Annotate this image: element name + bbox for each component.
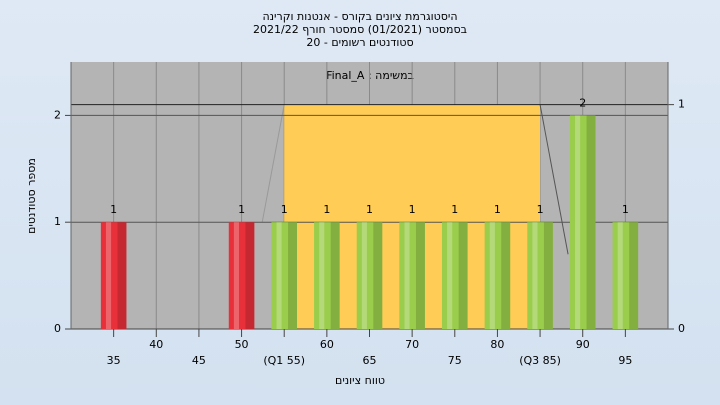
bar-shade [415, 222, 425, 329]
y2-tick-label: 1 [678, 98, 685, 111]
y-tick-label: 1 [54, 215, 61, 228]
value-label: 1 [323, 203, 330, 216]
bar-highlight [105, 222, 112, 329]
bar [100, 222, 127, 329]
bar-highlight [532, 222, 538, 329]
bar-shade [458, 222, 468, 329]
bar [569, 115, 596, 330]
x-tick-label: (Q1 55) [263, 354, 305, 367]
x-tick-label: 60 [320, 338, 334, 351]
x-tick-label: 90 [576, 338, 590, 351]
bar [314, 222, 340, 329]
bar [527, 222, 553, 329]
value-label: 1 [281, 203, 288, 216]
value-label: 1 [366, 203, 373, 216]
x-tick-label: 50 [235, 338, 249, 351]
chart-title: היסטוגרמת ציונים בקורס - אנטנות וקרינה [262, 10, 457, 23]
bar-highlight [447, 222, 453, 329]
bar-shade [373, 222, 383, 329]
bar [228, 222, 255, 329]
value-label: 1 [537, 203, 544, 216]
x-tick-label: (Q3 85) [519, 354, 561, 367]
x-tick-label: 95 [618, 354, 632, 367]
bar-highlight [276, 222, 282, 329]
bar [356, 222, 383, 329]
x-tick-label: 80 [490, 338, 504, 351]
bar-highlight [617, 222, 623, 329]
bar-shade [288, 222, 298, 329]
bar-highlight [361, 222, 367, 329]
bar-shade [501, 222, 511, 329]
bar [484, 222, 511, 329]
bar-shade [330, 222, 340, 329]
bar-highlight [575, 115, 581, 330]
y2-tick-label: 0 [678, 322, 685, 335]
bar-highlight [404, 222, 410, 329]
value-label: 1 [494, 203, 501, 216]
value-label: 1 [238, 203, 245, 216]
bar-shade [245, 222, 255, 329]
y-axis-label: מספר סטודנטים [25, 158, 38, 234]
bar-highlight [233, 222, 240, 329]
bar-shade [586, 115, 596, 330]
value-label: 1 [622, 203, 629, 216]
x-tick-label: 70 [405, 338, 419, 351]
bar [399, 222, 425, 329]
chart-title: בסמסטר (01/2021) סמסטר חורף 2021/22 [253, 23, 467, 36]
value-label: 1 [451, 203, 458, 216]
bar-highlight [489, 222, 495, 329]
value-label: 2 [579, 96, 586, 109]
value-label: 1 [409, 203, 416, 216]
bar-shade [117, 222, 127, 329]
y-tick-label: 2 [54, 108, 61, 121]
bar [441, 222, 468, 329]
x-tick-label: 75 [448, 354, 462, 367]
bar [612, 222, 639, 329]
value-label: 1 [110, 203, 117, 216]
x-tick-label: 45 [192, 354, 206, 367]
whisker [261, 104, 285, 223]
bar-shade [543, 222, 553, 329]
bar-highlight [319, 222, 325, 329]
x-tick-label: 40 [149, 338, 163, 351]
chart-title: סטודנטים רשומים - 20 [306, 36, 413, 49]
bar [271, 222, 298, 329]
y-tick-label: 0 [54, 322, 61, 335]
x-tick-label: 65 [363, 354, 377, 367]
whisker [539, 104, 569, 255]
x-tick-label: 35 [107, 354, 121, 367]
bar-shade [629, 222, 639, 329]
x-axis-label: טווח ציונים [335, 374, 385, 387]
